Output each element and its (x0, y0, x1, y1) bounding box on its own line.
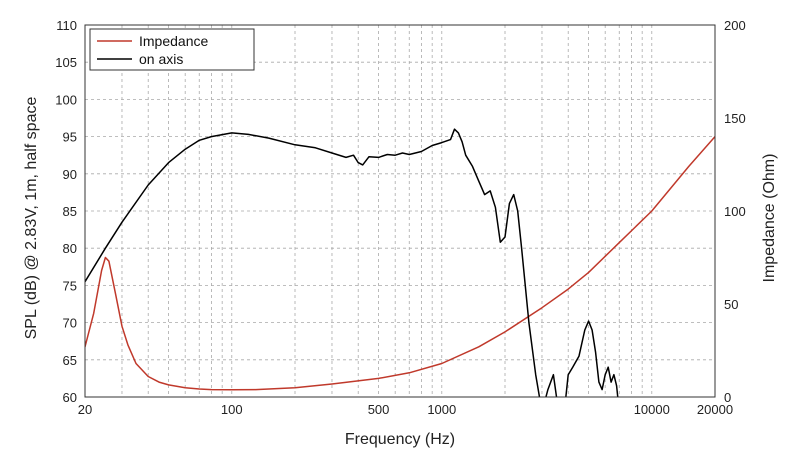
y-left-tick-label: 110 (56, 18, 77, 33)
legend-label-impedance: Impedance (139, 33, 208, 49)
x-tick-label: 500 (368, 402, 390, 417)
y-left-tick-label: 75 (63, 278, 77, 293)
grid-lines (85, 25, 715, 397)
y-left-tick-label: 65 (63, 353, 77, 368)
plot-frame (84, 24, 716, 398)
y-right-tick-label: 200 (724, 18, 746, 33)
y-left-tick-label: 70 (63, 316, 77, 331)
y-left-tick-label: 90 (63, 167, 77, 182)
legend: Impedance on axis (89, 28, 255, 71)
y-left-tick-label: 60 (63, 390, 77, 405)
y-axis-left-title: SPL (dB) @ 2.83V, 1m, half space (23, 97, 40, 340)
x-tick-label: 10000 (634, 402, 670, 417)
y-left-tick-label: 105 (55, 55, 77, 70)
y-left-tick-label: 80 (63, 241, 77, 256)
y-right-tick-label: 50 (724, 297, 738, 312)
y-left-tick-label: 85 (63, 204, 77, 219)
series-line-on-axis (85, 128, 619, 397)
y-right-tick-label: 0 (724, 390, 731, 405)
x-tick-label: 20000 (697, 402, 733, 417)
tick-labels: 20 100 500 1000 10000 20000606570758085909510… (55, 18, 745, 417)
y-axis-right-title: Impedance (Ohm) (761, 154, 778, 283)
x-tick-label: 20 (78, 402, 92, 417)
plot-area (85, 128, 715, 397)
y-right-tick-label: 150 (724, 111, 746, 126)
x-tick-label: 100 (221, 402, 243, 417)
y-left-tick-label: 95 (63, 130, 77, 145)
legend-label-on-axis: on axis (139, 51, 183, 67)
y-right-tick-label: 100 (724, 204, 746, 219)
series-line-impedance (85, 135, 715, 391)
x-tick-label: 1000 (427, 402, 456, 417)
legend-box (89, 28, 255, 71)
x-axis-title: Frequency (Hz) (345, 431, 455, 448)
y-left-tick-label: 100 (55, 92, 77, 107)
